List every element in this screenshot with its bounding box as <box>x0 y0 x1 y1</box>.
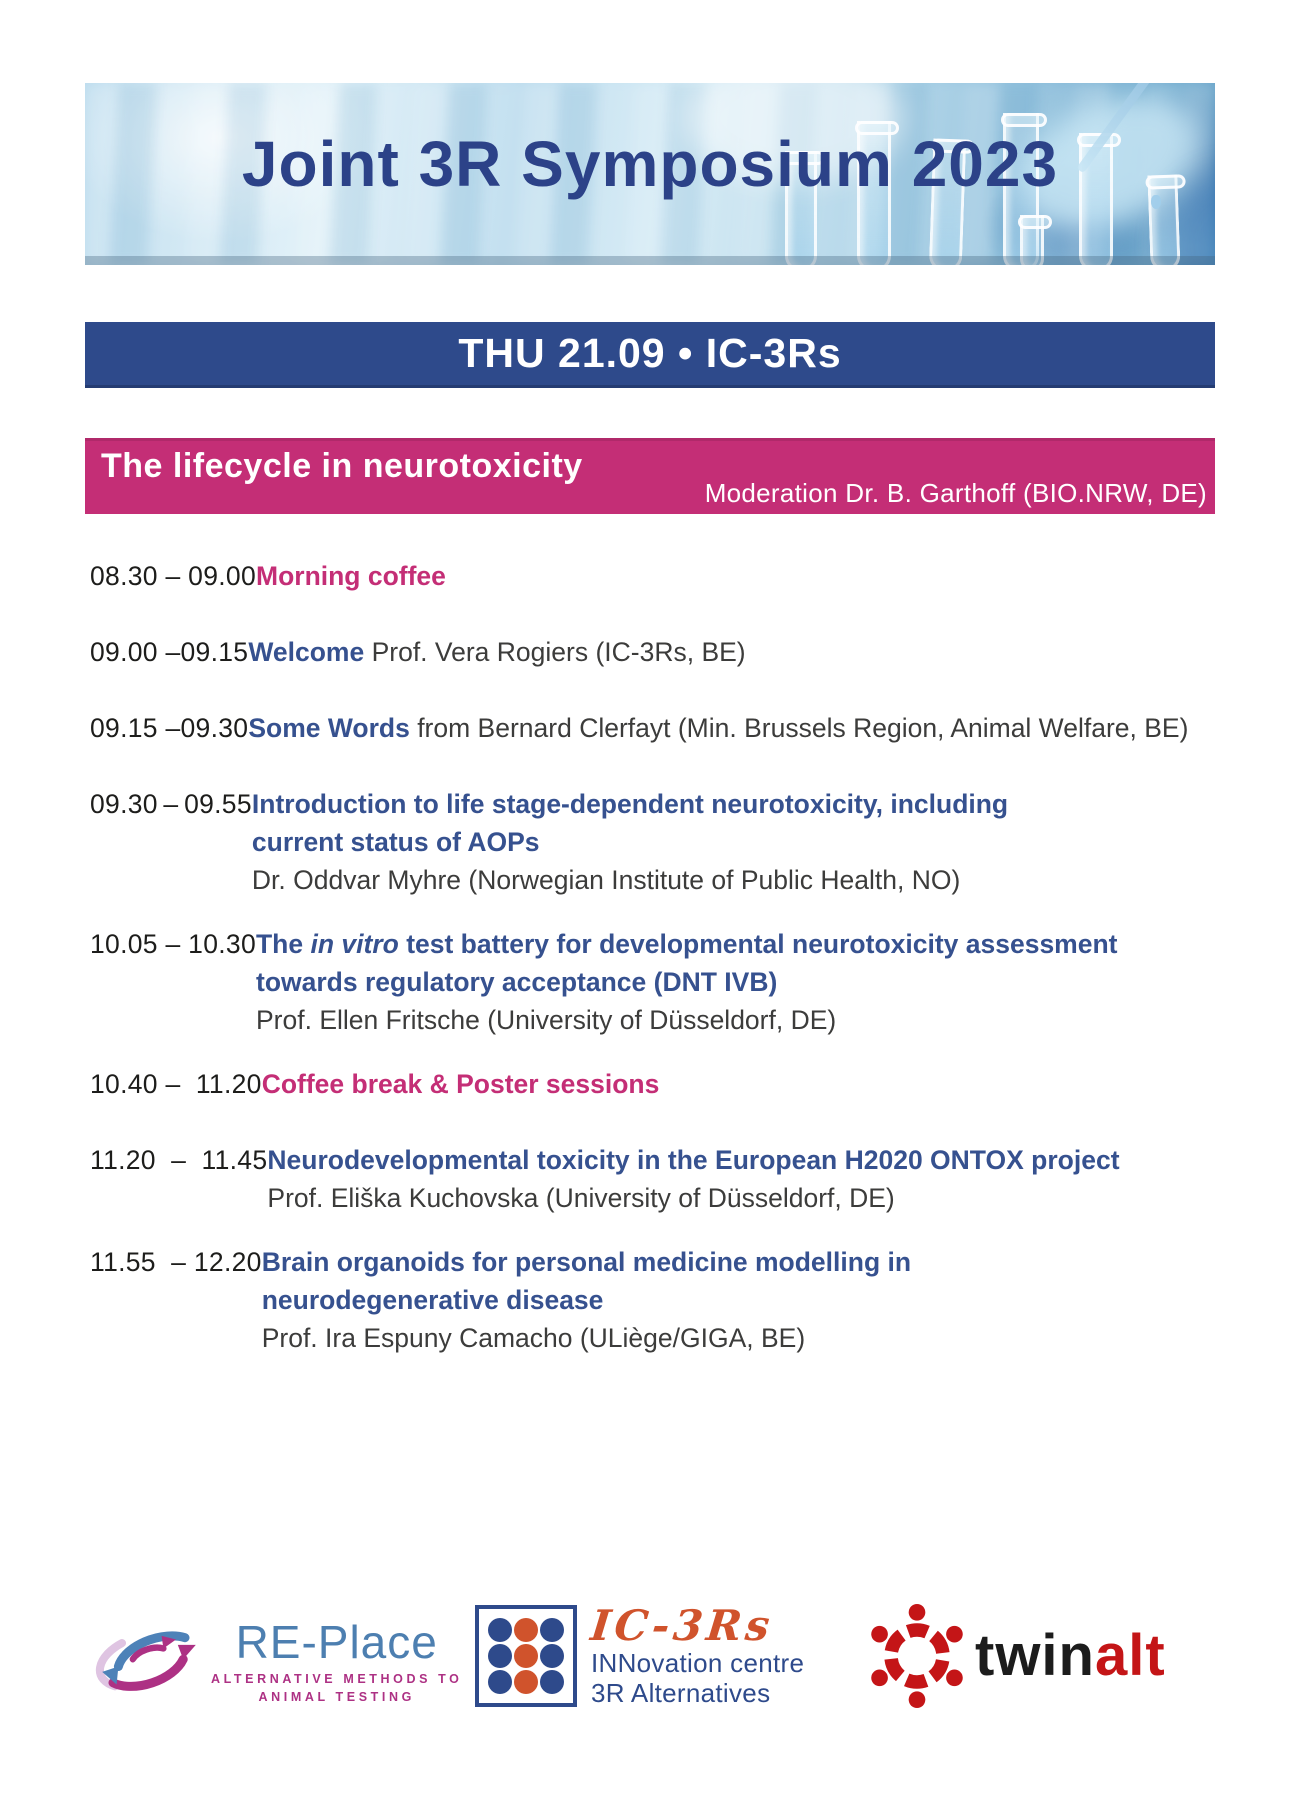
session-title-segment: The <box>256 929 311 959</box>
session-title-segment: Coffee break & Poster sessions <box>261 1069 660 1099</box>
time-range: 09.00 –09.15 <box>90 637 249 667</box>
session-title-segment: Some Words <box>248 713 410 743</box>
logo-ic3rs: IC-3Rs INNovation centre 3R Alternatives <box>475 1601 805 1708</box>
dot <box>540 1670 564 1694</box>
schedule-row: 11.20 – 11.45 Neurodevelopmental toxicit… <box>90 1141 1215 1217</box>
twinalt-part1: twin <box>975 1623 1095 1688</box>
swirl-arrows-icon <box>95 1631 196 1691</box>
banner-title: Joint 3R Symposium 2023 <box>241 128 1059 200</box>
schedule-row-body: Welcome Prof. Vera Rogiers (IC-3Rs, BE) <box>248 633 1215 671</box>
session-title: Welcome Prof. Vera Rogiers (IC-3Rs, BE) <box>248 633 1215 671</box>
day-bar-label: THU 21.09 • IC-3Rs <box>458 330 842 376</box>
dot <box>540 1618 564 1642</box>
session-title-segment: in vitro <box>310 929 399 959</box>
dot <box>488 1618 512 1642</box>
session-title-segment: towards regulatory acceptance (DNT IVB) <box>256 967 778 997</box>
logo-ic3rs-text: IC-3Rs INNovation centre 3R Alternatives <box>588 1601 805 1708</box>
dot-grid-icon <box>475 1605 577 1707</box>
schedule-row: 10.40 – 11.20 Coffee break & Poster sess… <box>90 1065 1215 1103</box>
schedule-row-body: Coffee break & Poster sessions <box>262 1065 1215 1103</box>
replace-tagline: ALTERNATIVE METHODS TO ANIMAL TESTING <box>211 1670 462 1706</box>
session-title-segment: from Bernard Clerfayt (Min. Brussels Reg… <box>409 713 1189 743</box>
session-title-segment: Introduction to life stage-dependent neu… <box>251 789 1009 819</box>
test-tube-icon <box>1018 215 1052 265</box>
people-circle-icon <box>871 1604 963 1708</box>
twinalt-part2: alt <box>1094 1623 1166 1688</box>
logo-replace: RE-Place ALTERNATIVE METHODS TO ANIMAL T… <box>95 1602 462 1722</box>
day-bar: THU 21.09 • IC-3Rs <box>85 322 1215 388</box>
session-title: The in vitro test battery for developmen… <box>256 925 1215 1001</box>
twinalt-wordmark: twinalt <box>975 1626 1166 1686</box>
time-range: 11.55 – 12.20 <box>90 1247 262 1277</box>
moderation-label: Moderation Dr. B. Garthoff (BIO.NRW, DE) <box>704 478 1207 508</box>
speaker: Prof. Eliška Kuchovska (University of Dü… <box>267 1183 895 1213</box>
session-title-segment: current status of AOPs <box>251 827 540 857</box>
dot <box>514 1670 538 1694</box>
session-title-segment: neurodegenerative disease <box>261 1285 604 1315</box>
session-title: Some Words from Bernard Clerfayt (Min. B… <box>248 709 1215 747</box>
session-title-heading: The lifecycle in neurotoxicity <box>101 447 583 485</box>
session-title-segment: Brain organoids for personal medicine mo… <box>261 1247 912 1277</box>
session-title: Neurodevelopmental toxicity in the Europ… <box>267 1141 1215 1179</box>
schedule: 08.30 – 09.00 Morning coffee 09.00 –09.1… <box>90 557 1215 1383</box>
test-tube-icon <box>855 121 899 265</box>
time-range: 10.05 – 10.30 <box>90 929 256 959</box>
session-title-segment: Neurodevelopmental toxicity in the Europ… <box>267 1145 1120 1175</box>
schedule-row-body: Introduction to life stage-dependent neu… <box>252 785 1215 899</box>
schedule-row: 09.15 –09.30 Some Words from Bernard Cle… <box>90 709 1215 747</box>
schedule-row: 09.00 –09.15 Welcome Prof. Vera Rogiers … <box>90 633 1215 671</box>
ic3rs-line2: 3R Alternatives <box>591 1678 771 1708</box>
session-title-segment: Prof. Vera Rogiers (IC-3Rs, BE) <box>364 637 746 667</box>
schedule-row-body: The in vitro test battery for developmen… <box>256 925 1215 1039</box>
speaker: Dr. Oddvar Myhre (Norwegian Institute of… <box>251 865 961 895</box>
replace-wordmark: RE-Place <box>235 1616 438 1668</box>
schedule-row: 11.55 – 12.20 Brain organoids for person… <box>90 1243 1215 1357</box>
footer-logos: RE-Place ALTERNATIVE METHODS TO ANIMAL T… <box>85 1592 1215 1762</box>
session-title: Coffee break & Poster sessions <box>262 1065 1215 1103</box>
dot <box>514 1644 538 1668</box>
banner: Joint 3R Symposium 2023 <box>85 83 1215 265</box>
dot <box>514 1618 538 1642</box>
session-title: Morning coffee <box>256 557 1215 595</box>
ic3rs-wordmark: IC-3Rs <box>588 1601 776 1650</box>
logo-replace-text: RE-Place ALTERNATIVE METHODS TO ANIMAL T… <box>211 1618 462 1706</box>
schedule-row-body: Neurodevelopmental toxicity in the Europ… <box>267 1141 1215 1217</box>
replace-tagline-line2: ANIMAL TESTING <box>258 1690 415 1704</box>
dot <box>540 1644 564 1668</box>
speaker: Prof. Ira Espuny Camacho (ULiège/GIGA, B… <box>261 1323 806 1353</box>
logo-twinalt: twinalt <box>865 1600 1166 1712</box>
session-title-segment: Welcome <box>248 637 365 667</box>
schedule-row: 09.30 – 09.55 Introduction to life stage… <box>90 785 1215 899</box>
time-range: 08.30 – 09.00 <box>90 561 256 591</box>
schedule-row-body: Some Words from Bernard Clerfayt (Min. B… <box>248 709 1215 747</box>
droplet-icon <box>1151 195 1161 209</box>
dot <box>488 1670 512 1694</box>
banner-table-edge <box>85 256 1215 265</box>
test-tube-icon <box>783 151 825 265</box>
dot <box>488 1644 512 1668</box>
session-title-segment: test battery for developmental neurotoxi… <box>398 929 1118 959</box>
time-range: 11.20 – 11.45 <box>90 1145 268 1175</box>
time-range: 09.30 – 09.55 <box>90 789 252 819</box>
schedule-row: 10.05 – 10.30 The in vitro test battery … <box>90 925 1215 1039</box>
session-header: The lifecycle in neurotoxicity Moderatio… <box>85 438 1215 514</box>
session-title: Introduction to life stage-dependent neu… <box>252 785 1215 861</box>
speaker: Prof. Ellen Fritsche (University of Düss… <box>256 1005 837 1035</box>
session-title-segment: Morning coffee <box>256 561 446 591</box>
replace-tagline-line1: ALTERNATIVE METHODS TO <box>211 1672 463 1686</box>
schedule-row: 08.30 – 09.00 Morning coffee <box>90 557 1215 595</box>
schedule-row-body: Morning coffee <box>256 557 1215 595</box>
schedule-row-body: Brain organoids for personal medicine mo… <box>262 1243 1215 1357</box>
time-range: 10.40 – 11.20 <box>90 1069 262 1099</box>
ic3rs-line1: INNovation centre <box>591 1648 805 1678</box>
session-title: Brain organoids for personal medicine mo… <box>262 1243 1215 1319</box>
time-range: 09.15 –09.30 <box>90 713 249 743</box>
